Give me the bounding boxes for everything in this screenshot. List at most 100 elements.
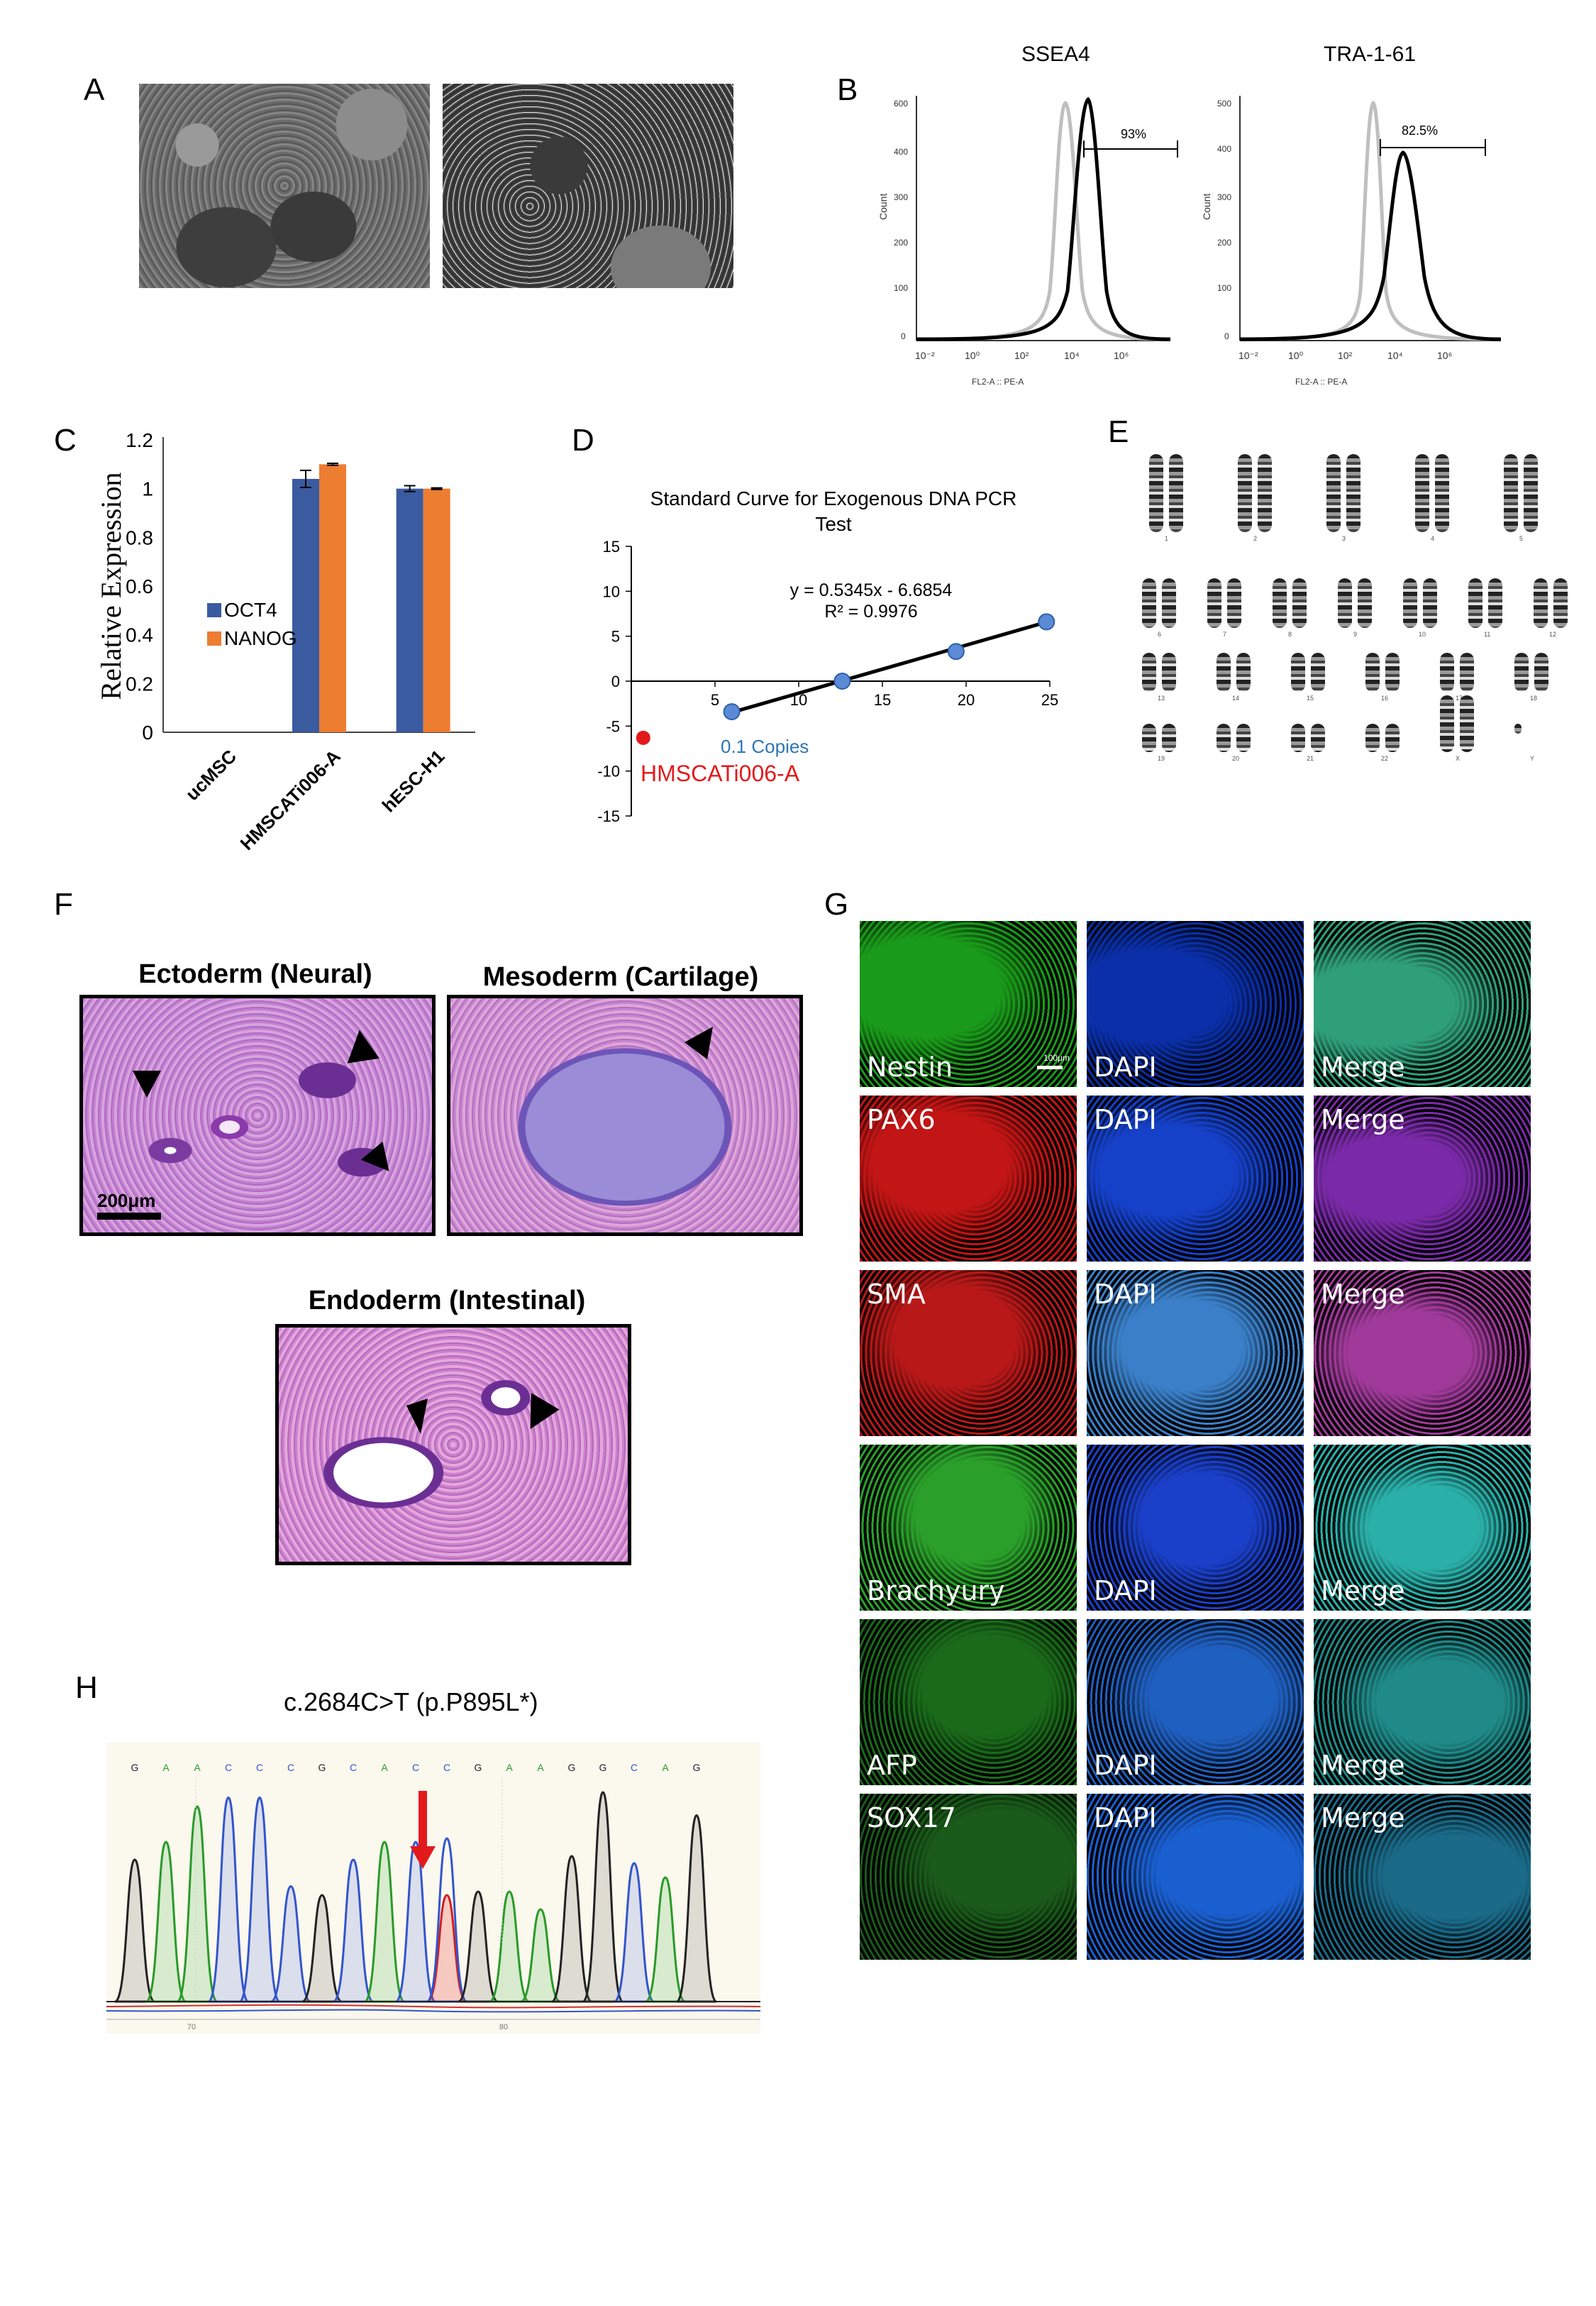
immunofluorescence-grid: Nestin 100μm DAPI Merge PAX6 DAPI Merge SMA DAPI… — [860, 921, 1531, 1960]
flow-percent-ssea4: 93% — [1121, 127, 1146, 141]
peak-c — [394, 1841, 437, 2003]
chromosome — [1553, 578, 1568, 628]
chromosome-label: 4 — [1431, 535, 1435, 542]
flow-ylabel-tra161: Count — [1201, 194, 1212, 220]
chromosome-label: 22 — [1381, 755, 1389, 762]
legend-label: OCT4 — [224, 599, 277, 621]
chromosome-label: X — [1456, 755, 1461, 762]
bar-oct4-2 — [396, 488, 423, 732]
immuno-marker-afp: AFP — [860, 1619, 1077, 1785]
chromosome — [1365, 724, 1380, 752]
flow-ytick: 200 — [894, 238, 908, 248]
histology-mesoderm — [447, 995, 803, 1236]
base-call: C — [287, 1762, 294, 1773]
flow-xtick: 10² — [1338, 350, 1353, 361]
noise-red — [106, 2004, 760, 2009]
peak-c-overlap — [426, 1837, 468, 2003]
chromosome-label: 15 — [1307, 695, 1314, 702]
chromosome — [1217, 724, 1231, 752]
chromosome — [1534, 653, 1548, 692]
chromosome-label: 7 — [1223, 631, 1227, 638]
flow-ytick: 0 — [1224, 331, 1229, 341]
y-tick-label: 1.2 — [126, 429, 153, 451]
chart-title-line1: Standard Curve for Exogenous DNA PCR — [650, 487, 1017, 509]
peak-a — [520, 1908, 561, 2003]
flow-xlabel-tra161: FL2-A :: PE-A — [1295, 377, 1347, 387]
chromosome-label: 12 — [1549, 631, 1557, 638]
chromosome-label: 2 — [1253, 535, 1258, 542]
y-tick-label: 5 — [611, 628, 620, 646]
flow-ytick: 400 — [894, 147, 908, 157]
base-call: C — [225, 1762, 232, 1773]
chromosome — [1311, 724, 1325, 752]
peak-a — [645, 1876, 686, 2003]
base-call: G — [318, 1762, 326, 1773]
immuno-merge-afp: Merge — [1314, 1619, 1531, 1785]
chromosome — [1403, 578, 1417, 628]
trendline — [731, 620, 1047, 715]
chromosome-label: 8 — [1288, 631, 1292, 638]
sequencing-title: c.2684C>T (p.P895L*) — [284, 1687, 538, 1716]
histology-scale-label: 200μm — [97, 1190, 156, 1211]
y-tick-label: 0.2 — [126, 673, 153, 695]
immuno-label-dapi: DAPI — [1094, 1052, 1157, 1083]
immuno-marker-brachyury: Brachyury — [860, 1445, 1077, 1611]
chromosome — [1142, 653, 1156, 692]
flow-xlabel-ssea4: FL2-A :: PE-A — [972, 377, 1024, 387]
chromosome-label: 1 — [1165, 535, 1169, 542]
immuno-dapi-sma: DAPI — [1087, 1270, 1304, 1436]
chromosome — [1142, 724, 1156, 752]
y-tick-label: 10 — [603, 583, 620, 600]
peak-g — [458, 1890, 499, 2003]
chromosome — [1423, 578, 1437, 628]
base-call: G — [599, 1762, 607, 1773]
chromosome — [1440, 695, 1454, 752]
immuno-merge-sox17: Merge — [1314, 1794, 1531, 1960]
peak-c — [238, 1796, 281, 2003]
chromosome — [1238, 454, 1252, 532]
base-call: C — [412, 1762, 419, 1773]
bar-nanog-1 — [319, 464, 346, 732]
chromosome — [1534, 578, 1548, 628]
y-tick-label: -10 — [597, 763, 620, 780]
flow-xtick: 10⁴ — [1064, 350, 1080, 361]
chromosome — [1365, 653, 1380, 692]
chromosome-label: 14 — [1232, 695, 1240, 702]
chromosome — [1524, 454, 1538, 532]
histology-ectoderm: 200μm — [79, 995, 436, 1236]
immuno-label-dapi: DAPI — [1094, 1575, 1157, 1606]
immuno-label-merge: Merge — [1321, 1104, 1405, 1135]
flow-ytick: 100 — [894, 283, 908, 293]
noise-blue — [106, 2009, 760, 2013]
y-tick-label: 15 — [603, 538, 620, 556]
y-tick-label: 0.8 — [126, 526, 153, 548]
immuno-label-dapi: DAPI — [1094, 1802, 1157, 1833]
legend-label: NANOG — [224, 627, 297, 649]
chromosome-label: 16 — [1381, 695, 1389, 702]
chromosome — [1292, 578, 1307, 628]
y-tick-label: 1 — [142, 478, 153, 500]
y-tick-label: -5 — [606, 717, 620, 735]
peak-a — [363, 1841, 406, 2003]
flow-xtick: 10⁰ — [1288, 350, 1304, 361]
chromosome — [1291, 653, 1305, 692]
chromosome-label: 18 — [1530, 695, 1538, 702]
chromosome — [1460, 695, 1474, 752]
histology-title-ectoderm: Ectoderm (Neural) — [138, 959, 372, 989]
chromosome — [1236, 724, 1251, 752]
legend-swatch — [207, 603, 221, 617]
scale-bar-label: 100μm — [1043, 1053, 1070, 1063]
base-call: C — [350, 1762, 357, 1773]
flow-xtick: 10² — [1014, 350, 1029, 361]
immuno-merge-sma: Merge — [1314, 1270, 1531, 1436]
chromosome — [1162, 653, 1176, 692]
mutation-arrow-head — [410, 1846, 436, 1869]
flow-ytick: 300 — [1217, 192, 1231, 202]
chromosome — [1326, 454, 1341, 532]
base-call: A — [662, 1762, 669, 1773]
chromosome-label: 20 — [1232, 755, 1240, 762]
immuno-dapi-brachyury: DAPI — [1087, 1445, 1304, 1611]
chromosome — [1217, 653, 1231, 692]
x-tick-label: 20 — [958, 691, 975, 709]
panel-label-c: C — [54, 423, 77, 458]
